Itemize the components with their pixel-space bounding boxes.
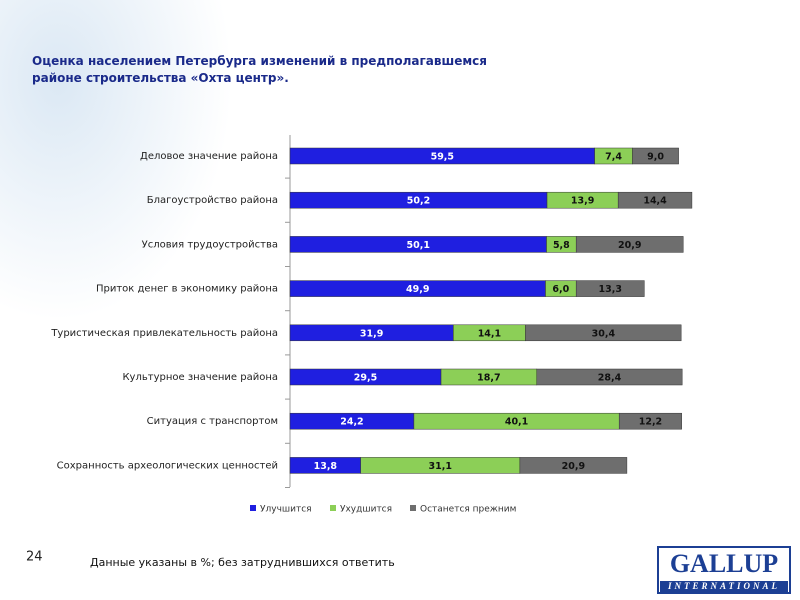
- category-label: Ситуация с транспортом: [147, 416, 278, 427]
- globe-backdrop: [0, 0, 290, 400]
- value-label: 14,4: [643, 196, 667, 207]
- logo-name: GALLUP: [670, 549, 778, 578]
- category-label: Деловое значение района: [140, 151, 278, 162]
- value-label: 13,8: [314, 461, 338, 472]
- value-label: 50,2: [407, 196, 430, 207]
- legend-swatch: [410, 505, 416, 511]
- category-label: Культурное значение района: [122, 372, 278, 383]
- bar-segment: [519, 457, 628, 474]
- value-label: 50,1: [407, 240, 430, 251]
- category-label: Туристическая привлекательность района: [50, 328, 278, 339]
- legend-swatch: [250, 505, 256, 511]
- value-label: 14,1: [478, 328, 501, 339]
- value-label: 29,5: [354, 373, 377, 384]
- category-label: Сохранность археологических ценностей: [57, 460, 278, 471]
- value-label: 12,2: [639, 417, 662, 428]
- value-label: 9,0: [647, 152, 664, 163]
- category-label: Условия трудоустройства: [142, 239, 278, 250]
- value-label: 31,9: [360, 328, 383, 339]
- bar-segment: [575, 280, 645, 297]
- bar-segment: [525, 324, 682, 342]
- category-label: Благоустройство района: [147, 195, 278, 206]
- legend-label: Улучшится: [260, 505, 312, 515]
- logo-band: [660, 581, 788, 592]
- bar-segment: [632, 147, 679, 165]
- value-label: 59,5: [431, 152, 454, 163]
- legend-label: Останется прежним: [420, 505, 516, 515]
- value-label: 5,8: [553, 240, 570, 251]
- logo-sub: INTERNATIONAL: [667, 581, 780, 591]
- value-label: 6,0: [552, 284, 569, 295]
- bar-segment: [536, 368, 683, 386]
- value-label: 13,9: [571, 196, 594, 207]
- value-label: 30,4: [592, 328, 616, 339]
- legend-label: Ухудшится: [340, 505, 392, 515]
- value-label: 28,4: [598, 373, 622, 384]
- bar-segment: [618, 412, 682, 430]
- legend-swatch: [330, 505, 336, 511]
- value-label: 49,9: [406, 284, 429, 295]
- value-label: 20,9: [562, 461, 585, 472]
- logo: GALLUP INTERNATIONAL: [657, 546, 791, 594]
- bar-segment: [617, 191, 693, 209]
- category-label: Приток денег в экономику района: [96, 284, 278, 295]
- bar-segment: [575, 236, 684, 253]
- value-label: 24,2: [340, 417, 363, 428]
- footnote: Данные указаны в %; без затруднившихся о…: [90, 556, 395, 569]
- value-label: 13,3: [599, 284, 622, 295]
- value-label: 31,1: [429, 461, 452, 472]
- title-box: Оценка населением Петербурга изменений в…: [32, 54, 487, 85]
- value-label: 20,9: [618, 240, 641, 251]
- page-number: 24: [26, 550, 43, 565]
- value-label: 7,4: [605, 152, 622, 163]
- value-label: 40,1: [505, 417, 528, 428]
- value-label: 18,7: [477, 373, 500, 384]
- chart-title: Оценка населением Петербурга изменений в…: [32, 54, 487, 85]
